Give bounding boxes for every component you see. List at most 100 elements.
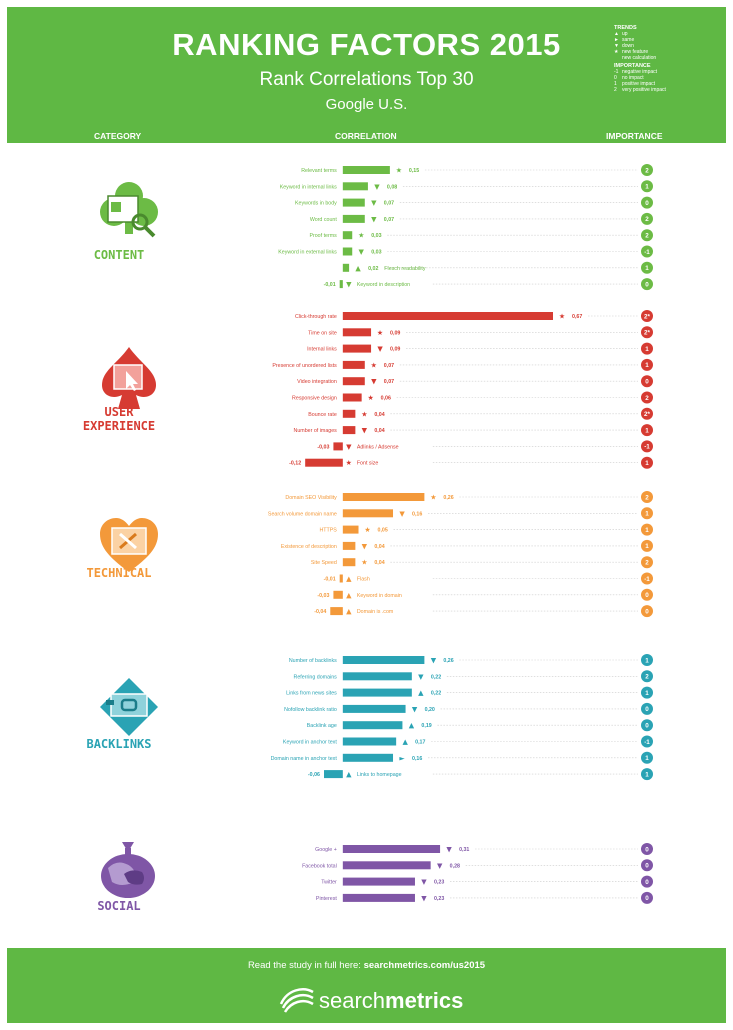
chart-row: Links from news sites ▲ 0,22 1 bbox=[286, 686, 653, 699]
value-label: 0,07 bbox=[384, 363, 394, 369]
category-label-content: CONTENT bbox=[93, 248, 145, 262]
trend-icon: ★ bbox=[346, 459, 352, 467]
chart-row: Word count ▼ 0,07 2 bbox=[310, 212, 653, 225]
star-icon: ★ bbox=[614, 49, 619, 55]
importance-badge bbox=[641, 751, 653, 764]
chart-row: Number of images ▼ 0,04 1 bbox=[294, 424, 653, 437]
value-label: 0,04 bbox=[374, 544, 384, 550]
trend-icon: ▼ bbox=[421, 878, 427, 886]
bar bbox=[342, 426, 356, 435]
bar bbox=[342, 344, 372, 353]
bar bbox=[342, 198, 365, 207]
legend-label: down bbox=[622, 43, 634, 49]
bar bbox=[342, 877, 415, 886]
value-label: 0,05 bbox=[378, 528, 388, 534]
value-label: 0,08 bbox=[387, 184, 397, 190]
trend-icon: ▲ bbox=[346, 608, 352, 616]
bar bbox=[339, 280, 343, 289]
importance-badge bbox=[641, 702, 653, 715]
chart-row: Existence of description ▼ 0,04 1 bbox=[281, 539, 653, 552]
legend-importance-row: 1 positive impact bbox=[614, 81, 666, 87]
value-label: 0,02 bbox=[368, 266, 378, 272]
importance-value: 2 bbox=[645, 167, 649, 174]
factor-label: Word count bbox=[310, 217, 338, 223]
trend-icon: ▼ bbox=[421, 894, 427, 902]
legend-trend-new: ★ new feature bbox=[614, 49, 666, 55]
legend-label: up bbox=[622, 31, 628, 37]
factor-label: Video integration bbox=[297, 379, 337, 385]
factor-label: Keywords in body bbox=[295, 201, 337, 207]
chart-row: Keywords in body ▼ 0,07 0 bbox=[295, 196, 653, 209]
page-subtitle: Rank Correlations Top 30 bbox=[259, 69, 474, 90]
value-label: -0,06 bbox=[308, 772, 320, 778]
importance-value: 0 bbox=[645, 706, 649, 713]
value-label: 0,19 bbox=[421, 723, 431, 729]
factor-label: HTTPS bbox=[319, 528, 337, 534]
trend-icon: ★ bbox=[358, 232, 364, 240]
legend-trends-heading: TRENDS bbox=[614, 25, 637, 31]
technical-heart-icon bbox=[100, 518, 158, 572]
legend-importance-row: 0 no impact bbox=[614, 75, 666, 81]
value-label: -0,01 bbox=[324, 577, 336, 583]
value-label: -0,03 bbox=[317, 593, 329, 599]
importance-value: 2* bbox=[644, 411, 651, 418]
bar bbox=[342, 166, 390, 174]
bar bbox=[342, 721, 403, 730]
trend-icon: ★ bbox=[430, 494, 436, 502]
legend-importance-heading: IMPORTANCE bbox=[614, 63, 651, 69]
bar bbox=[342, 737, 397, 746]
importance-value: 1 bbox=[645, 511, 649, 518]
value-label: -0,03 bbox=[317, 444, 329, 450]
category-label-text: USER EXPERIENCE bbox=[82, 405, 156, 433]
value-label: 0,03 bbox=[371, 233, 381, 239]
importance-value: 2 bbox=[645, 216, 649, 223]
trend-icon: ▼ bbox=[399, 510, 405, 518]
bar bbox=[342, 493, 425, 501]
trend-icon: ▲ bbox=[346, 771, 352, 779]
trend-icon: ★ bbox=[368, 394, 374, 402]
trend-icon: ▼ bbox=[346, 443, 352, 451]
trend-icon: ▼ bbox=[371, 215, 377, 223]
factor-label: Presence of unordered lists bbox=[272, 363, 337, 369]
trend-icon: ★ bbox=[364, 526, 370, 534]
bar bbox=[342, 525, 359, 534]
bar bbox=[342, 328, 372, 337]
header-banner: RANKING FACTORS 2015 Rank Correlations T… bbox=[7, 7, 726, 129]
trend-icon: ▼ bbox=[418, 673, 424, 681]
trend-icon: ▼ bbox=[359, 248, 365, 256]
trend-icon: ▼ bbox=[446, 846, 452, 854]
importance-value: 0 bbox=[645, 846, 649, 853]
importance-value: 1 bbox=[645, 362, 649, 369]
value-label: 0,06 bbox=[381, 396, 391, 402]
bar bbox=[342, 409, 356, 418]
importance-value: 0 bbox=[645, 200, 649, 207]
chart-row: Number of backlinks ▼ 0,26 1 bbox=[289, 654, 653, 666]
column-correlation: CORRELATION bbox=[335, 131, 397, 141]
bar bbox=[342, 688, 412, 697]
bar bbox=[342, 656, 425, 664]
value-label: 0,23 bbox=[434, 880, 444, 886]
importance-value: 1 bbox=[645, 184, 649, 191]
value-label: 0,04 bbox=[374, 560, 384, 566]
chart-row: Domain name in anchor text ► 0,16 1 bbox=[271, 751, 653, 764]
bar bbox=[342, 509, 394, 518]
importance-badge bbox=[641, 229, 653, 242]
importance-value: -1 bbox=[644, 576, 650, 583]
importance-badge bbox=[641, 491, 653, 503]
factor-label: Flash bbox=[357, 577, 370, 583]
importance-value: 1 bbox=[645, 657, 649, 664]
importance-badge bbox=[641, 523, 653, 536]
category-group: Number of backlinks ▼ 0,26 1 Referring domai… bbox=[271, 654, 653, 781]
importance-badge bbox=[641, 859, 653, 872]
study-link[interactable]: searchmetrics.com/us2015 bbox=[363, 960, 486, 971]
chart-row: Search volume domain name ▼ 0,16 1 bbox=[268, 507, 653, 520]
factor-label: Site Speed bbox=[311, 560, 337, 566]
importance-badge bbox=[641, 539, 653, 552]
bar bbox=[342, 231, 353, 240]
page-title: RANKING FACTORS 2015 bbox=[172, 27, 561, 62]
chart-row: -0,03 ▲ Keyword in domain 0 bbox=[317, 588, 653, 601]
importance-badge bbox=[641, 556, 653, 569]
factor-label: Domain name in anchor text bbox=[271, 756, 338, 762]
factor-label: Keyword in description bbox=[357, 282, 410, 288]
